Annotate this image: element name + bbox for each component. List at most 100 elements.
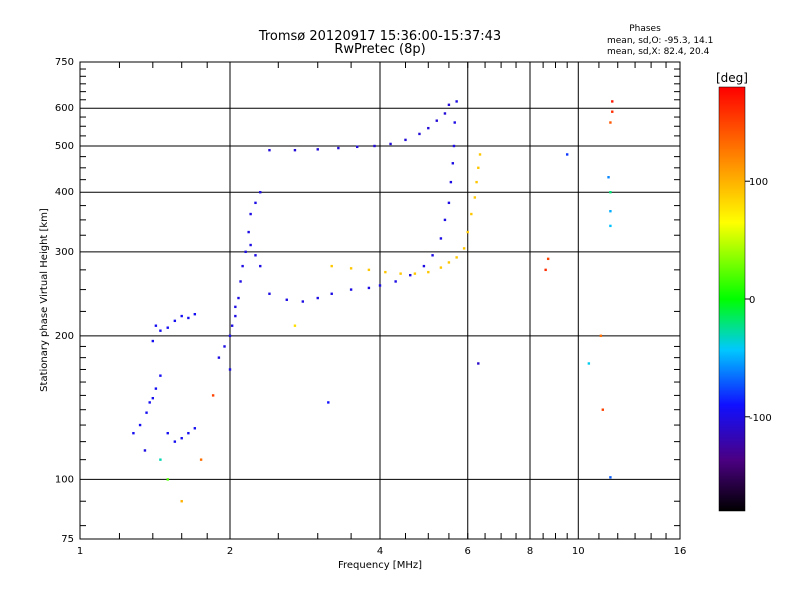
data-point	[330, 292, 333, 295]
data-point	[422, 264, 426, 268]
data-point	[244, 250, 247, 254]
data-point	[477, 166, 480, 170]
colorbar-label: [deg]	[716, 71, 748, 85]
data-point	[187, 316, 190, 320]
data-point	[241, 264, 244, 268]
data-point	[138, 423, 142, 427]
data-points	[132, 100, 614, 503]
data-point	[349, 288, 353, 291]
data-point	[453, 121, 456, 124]
x-tick-label: 4	[377, 546, 383, 557]
data-point	[327, 401, 330, 404]
data-point	[367, 286, 371, 290]
data-point	[355, 145, 359, 149]
data-point	[173, 440, 177, 443]
data-point	[443, 218, 447, 222]
x-tick-label: 10	[572, 546, 585, 557]
data-point	[187, 431, 190, 435]
data-point	[234, 314, 237, 318]
y-tick-label: 400	[55, 187, 74, 198]
data-point	[228, 334, 232, 338]
data-point	[254, 254, 257, 257]
y-tick-label: 200	[55, 331, 74, 342]
data-point	[173, 319, 177, 323]
data-point	[259, 191, 262, 194]
data-point	[159, 374, 162, 377]
data-point	[611, 110, 614, 113]
chart-title: Tromsø 20120917 15:36:00-15:37:43	[258, 29, 501, 44]
data-point	[609, 191, 612, 194]
data-point	[447, 261, 451, 264]
x-tick-label: 6	[465, 546, 471, 557]
data-point	[384, 270, 387, 274]
data-point	[439, 266, 443, 269]
x-tick-label: 8	[527, 546, 533, 557]
plot-frame	[79, 61, 681, 540]
data-point	[249, 243, 252, 247]
data-point	[599, 334, 603, 338]
data-point	[143, 449, 147, 452]
data-point	[132, 431, 135, 435]
data-point	[399, 272, 402, 275]
data-point	[373, 144, 376, 148]
data-point	[449, 180, 453, 184]
data-point	[223, 345, 226, 348]
data-point	[478, 153, 482, 156]
y-tick-label: 500	[55, 141, 74, 152]
data-point	[254, 201, 257, 205]
data-point	[427, 270, 430, 274]
data-point	[180, 314, 183, 318]
grid-lines	[80, 62, 680, 539]
data-point	[546, 257, 550, 261]
data-point	[237, 296, 240, 300]
data-point	[159, 329, 162, 332]
y-tick-label: 300	[55, 247, 74, 258]
data-point	[249, 212, 252, 216]
data-point	[145, 411, 148, 414]
colorbar-tick-label: 0	[749, 295, 755, 306]
data-point	[217, 356, 221, 359]
data-point	[409, 273, 412, 277]
y-tick-labels: 75 100 200 300 400 500 600 750	[55, 57, 74, 545]
data-point	[443, 112, 447, 115]
data-point	[378, 284, 382, 287]
data-point	[159, 458, 162, 461]
data-point	[154, 324, 158, 327]
data-point	[293, 324, 297, 327]
data-point	[268, 148, 271, 152]
data-point	[413, 272, 417, 275]
data-point	[607, 176, 610, 179]
data-point	[234, 305, 237, 309]
data-point	[247, 230, 250, 234]
minor-ticks	[80, 62, 680, 539]
data-point	[609, 476, 612, 479]
data-point	[466, 230, 469, 234]
data-point	[544, 268, 547, 272]
data-point	[435, 119, 438, 122]
data-point	[609, 209, 612, 213]
data-point	[285, 298, 288, 301]
data-point	[301, 300, 305, 303]
data-point	[418, 132, 421, 136]
data-point	[439, 237, 443, 240]
data-point	[316, 296, 319, 300]
stats-o-line: mean, sd,O: -95.3, 14.1	[607, 36, 713, 46]
x-tick-label: 16	[674, 546, 687, 557]
data-point	[587, 362, 591, 365]
y-tick-label: 750	[55, 57, 74, 68]
data-point	[293, 148, 297, 152]
stats-heading: Phases	[629, 24, 661, 34]
data-point	[452, 144, 456, 148]
data-point	[148, 401, 151, 404]
data-point	[394, 280, 397, 283]
x-tick-label: 1	[77, 546, 83, 557]
data-point	[268, 292, 271, 295]
x-tick-labels: 1 2 4 6 8 10 16	[77, 546, 687, 557]
data-point	[451, 162, 455, 165]
data-point	[447, 201, 451, 205]
x-axis-label: Frequency [MHz]	[338, 560, 422, 571]
data-point	[404, 138, 407, 142]
data-point	[389, 142, 392, 146]
colorbar-tick-label: -100	[749, 413, 772, 424]
